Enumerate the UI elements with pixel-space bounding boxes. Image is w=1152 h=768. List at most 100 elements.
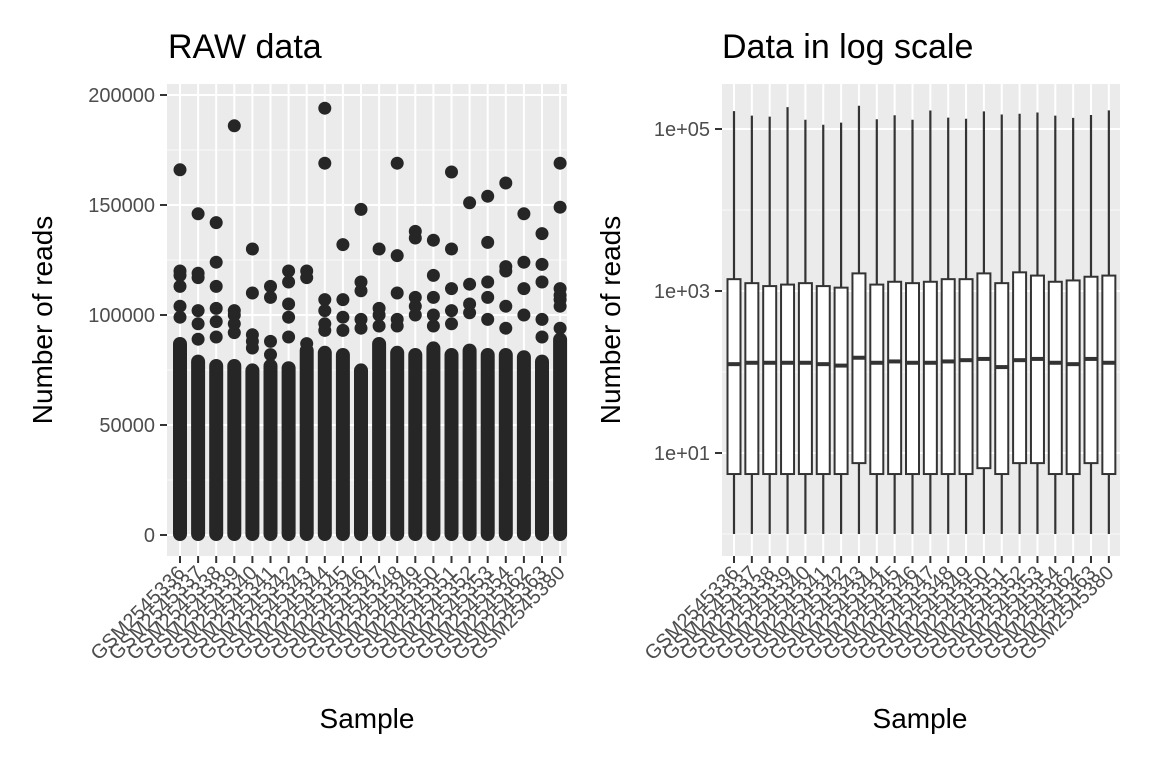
- raw-outlier-point: [408, 231, 422, 245]
- raw-outlier-point: [264, 290, 277, 304]
- raw-outlier-point: [463, 306, 477, 320]
- log-box: [922, 280, 938, 476]
- raw-outlier-point: [191, 317, 205, 331]
- raw-dense-points: [299, 343, 314, 541]
- raw-y-tick-label: 50000: [99, 415, 155, 437]
- raw-outlier-point: [282, 310, 296, 324]
- raw-outlier-point: [318, 156, 332, 170]
- raw-outlier-point: [209, 216, 223, 230]
- raw-outlier-point: [191, 304, 205, 318]
- raw-dense-points: [444, 348, 459, 541]
- raw-dense-points: [263, 359, 278, 541]
- raw-dense-points: [281, 361, 296, 541]
- raw-outlier-point: [517, 308, 531, 322]
- raw-outlier-point: [553, 200, 567, 214]
- log-box: [780, 283, 796, 476]
- raw-outlier-point: [517, 207, 531, 221]
- log-x-ticks: GSM2545336GSM2545337GSM2545338GSM2545339…: [641, 556, 1118, 665]
- raw-outlier-point: [191, 271, 205, 285]
- raw-outlier-point: [499, 321, 513, 335]
- raw-y-axis-title: Number of reads: [27, 216, 58, 425]
- raw-dense-points: [516, 350, 531, 541]
- log-box: [726, 278, 742, 476]
- raw-outlier-point: [390, 286, 404, 300]
- raw-dense-points: [462, 343, 477, 541]
- raw-outlier-point: [354, 284, 368, 298]
- raw-outlier-point: [336, 323, 350, 337]
- raw-outlier-point: [318, 101, 332, 115]
- log-box: [887, 280, 903, 476]
- raw-outlier-point: [282, 330, 296, 344]
- log-box: [744, 282, 760, 476]
- raw-x-ticks: GSM2545336GSM2545337GSM2545338GSM2545339…: [87, 556, 570, 665]
- raw-dense-points: [317, 345, 332, 541]
- raw-outlier-point: [372, 319, 386, 333]
- raw-outlier-point: [499, 176, 513, 190]
- raw-outlier-point: [445, 317, 458, 331]
- raw-outlier-point: [209, 279, 223, 293]
- log-marks: [726, 105, 1117, 534]
- raw-outlier-point: [336, 238, 350, 252]
- log-box: [815, 285, 831, 476]
- raw-dense-points: [535, 354, 549, 541]
- raw-outlier-point: [445, 304, 458, 318]
- raw-dense-points: [354, 363, 368, 541]
- raw-outlier-point: [535, 330, 549, 344]
- raw-y-tick-label: 200000: [88, 85, 155, 107]
- raw-outlier-point: [390, 319, 404, 333]
- raw-outlier-point: [318, 323, 332, 337]
- raw-outlier-point: [282, 297, 296, 311]
- raw-dense-points: [372, 337, 387, 541]
- raw-outlier-point: [264, 279, 277, 293]
- raw-outlier-point: [209, 315, 223, 329]
- raw-outlier-point: [264, 348, 277, 362]
- raw-outlier-point: [535, 275, 549, 289]
- raw-outlier-point: [173, 310, 187, 324]
- raw-outlier-point: [209, 330, 223, 344]
- raw-dense-points: [335, 348, 350, 541]
- raw-dense-points: [408, 348, 423, 541]
- raw-outlier-point: [336, 293, 350, 307]
- log-y-tick-label: 1e+05: [654, 119, 710, 141]
- raw-outlier-point: [354, 321, 368, 335]
- raw-outlier-point: [517, 282, 531, 296]
- raw-chart-title: RAW data: [168, 28, 322, 66]
- raw-y-ticks: 0 50000 100000 150000 200000: [88, 85, 167, 547]
- raw-outlier-point: [264, 334, 277, 348]
- raw-outlier-point: [173, 163, 187, 177]
- raw-outlier-point: [209, 255, 223, 269]
- raw-dense-points: [498, 348, 513, 541]
- log-box: [1101, 274, 1117, 476]
- raw-outlier-point: [191, 207, 205, 221]
- raw-outlier-point: [300, 271, 314, 285]
- raw-outlier-point: [173, 268, 187, 282]
- raw-outlier-point: [245, 286, 259, 300]
- raw-outlier-point: [553, 156, 567, 170]
- raw-outlier-point: [227, 326, 241, 340]
- log-x-axis-title: Sample: [873, 703, 968, 734]
- log-y-tick-label: 1e+03: [654, 281, 710, 303]
- raw-outlier-point: [390, 156, 404, 170]
- log-chart-title: Data in log scale: [722, 28, 973, 66]
- raw-outlier-point: [426, 233, 440, 247]
- log-box: [797, 282, 813, 476]
- raw-outlier-point: [372, 242, 386, 256]
- raw-outlier-point: [445, 165, 458, 179]
- log-y-ticks: 1e+01 1e+03 1e+05: [654, 119, 722, 465]
- log-box: [851, 272, 867, 465]
- raw-outlier-point: [426, 308, 440, 322]
- raw-dense-points: [426, 341, 441, 541]
- raw-outlier-point: [535, 227, 549, 241]
- raw-outlier-point: [445, 242, 458, 256]
- raw-data-chart: RAW data 0 50000 100000 150000 200000 GSM254…: [27, 28, 570, 734]
- raw-outlier-point: [173, 299, 187, 313]
- log-box: [1047, 280, 1063, 476]
- log-box: [905, 282, 920, 476]
- log-y-tick-label: 1e+01: [654, 443, 710, 465]
- raw-outlier-point: [499, 299, 513, 313]
- raw-dense-points: [191, 354, 206, 541]
- raw-x-axis-title: Sample: [320, 703, 415, 734]
- raw-outlier-point: [390, 249, 404, 263]
- raw-outlier-point: [535, 257, 549, 271]
